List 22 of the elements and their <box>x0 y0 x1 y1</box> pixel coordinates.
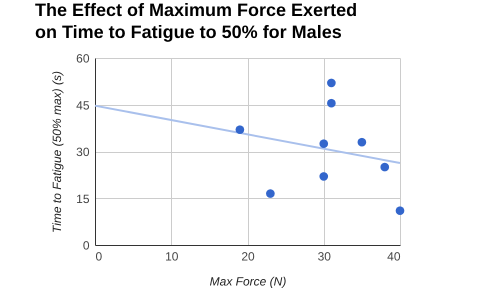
x-axis-title: Max Force (N) <box>210 274 286 288</box>
point <box>327 98 336 108</box>
x-tick-label: 30 <box>318 250 332 264</box>
point <box>266 189 275 198</box>
point <box>358 138 366 146</box>
y-tick-label: 30 <box>76 145 90 159</box>
x-tick-label: 10 <box>165 250 179 264</box>
chart-title: The Effect of Maximum Force Exerted on Time to Fatigue to 50% for Males <box>35 0 358 42</box>
point <box>319 172 328 181</box>
point <box>327 78 336 88</box>
x-tick-label: 20 <box>241 250 255 264</box>
y-tick-label: 15 <box>76 192 90 206</box>
x-tick-label: 40 <box>387 250 401 264</box>
y-tick-label: 45 <box>76 98 90 112</box>
point <box>396 206 404 216</box>
point <box>319 139 328 148</box>
point <box>236 125 244 134</box>
x-tick-label: 0 <box>96 250 102 264</box>
y-axis-title: Time to Fatigue (50% max) (s) <box>50 71 64 233</box>
point <box>380 162 390 172</box>
y-tick-label: 0 <box>82 238 90 252</box>
y-tick-label: 60 <box>76 52 90 66</box>
